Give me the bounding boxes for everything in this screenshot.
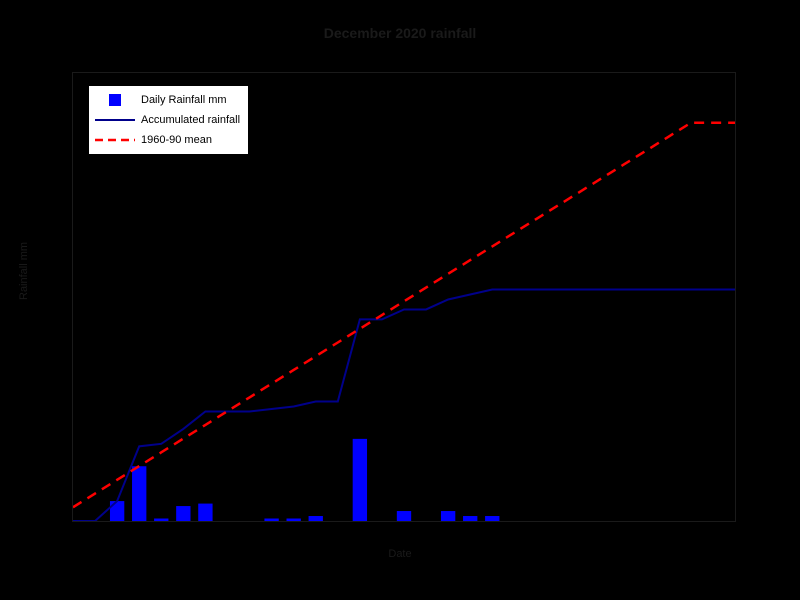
legend: Daily Rainfall mm Accumulated rainfall 1… [88,85,249,155]
legend-item-accum: Accumulated rainfall [95,110,240,130]
legend-item-mean: 1960-90 mean [95,130,240,150]
x-axis-label: Date [0,548,800,560]
legend-swatch-accum [95,113,135,127]
legend-label-mean: 1960-90 mean [141,134,212,146]
chart-title: December 2020 rainfall [0,25,800,41]
legend-label-bars: Daily Rainfall mm [141,94,227,106]
legend-swatch-mean [95,133,135,147]
legend-item-bars: Daily Rainfall mm [95,90,240,110]
legend-swatch-bars [95,93,135,107]
y-axis-label: Rainfall mm [18,242,30,300]
legend-label-accum: Accumulated rainfall [141,114,240,126]
